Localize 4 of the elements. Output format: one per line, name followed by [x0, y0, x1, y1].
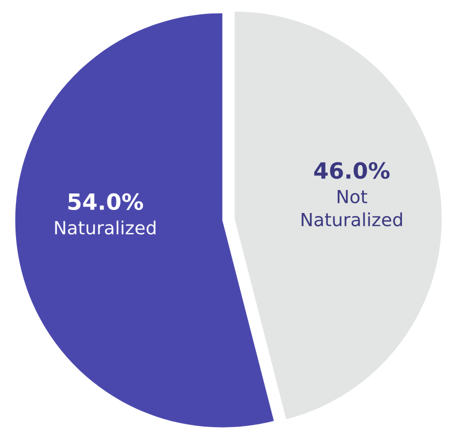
- data-label: 46.0%: [314, 162, 390, 179]
- slice-label: Naturalized: [55, 220, 156, 235]
- data-label: 54.0%: [68, 193, 144, 210]
- slice-label: Not Naturalized: [302, 190, 402, 226]
